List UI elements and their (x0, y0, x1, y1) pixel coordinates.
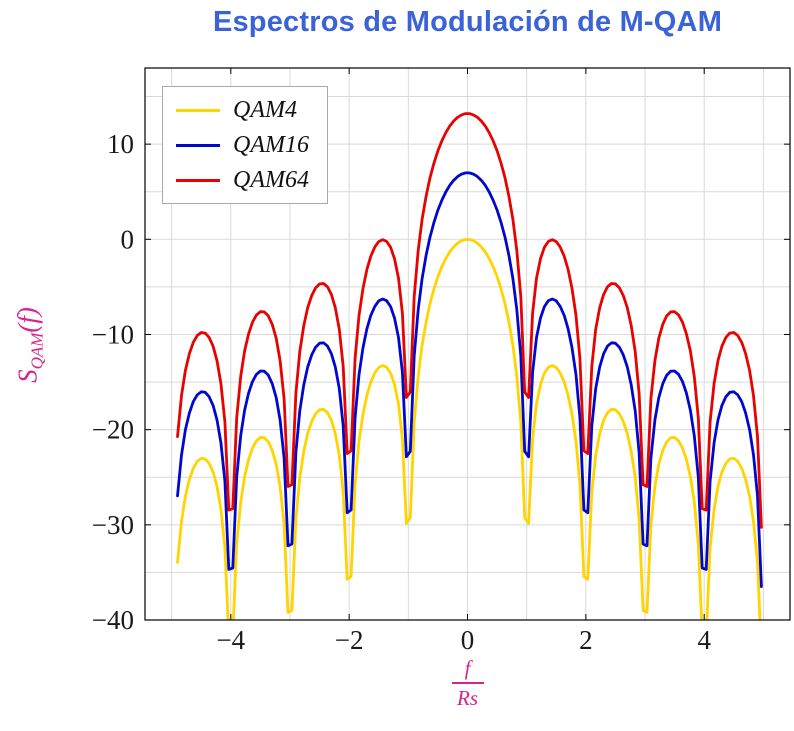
qam4-line-swatch (176, 108, 220, 112)
qam64-line-swatch (176, 178, 220, 182)
legend-box[interactable]: QAM4 QAM16 QAM64 (162, 86, 328, 204)
y-tick-label: −10 (92, 319, 134, 349)
x-tick-label: 2 (579, 625, 593, 655)
chart-title: Espectros de Modulación de M-QAM (212, 6, 723, 38)
x-axis-label: f Rs (145, 656, 790, 710)
spectrum-curves (176, 112, 763, 620)
y-tick-label: −20 (92, 415, 134, 445)
x-axis-label-denominator: Rs (457, 686, 478, 711)
x-tick-label: 4 (697, 625, 711, 655)
curve-qam4 (176, 238, 762, 620)
legend-label-qam4: QAM4 (233, 97, 297, 123)
x-tick-label: −4 (216, 625, 245, 655)
tick-marks (145, 68, 790, 621)
y-tick-label: 10 (107, 129, 134, 159)
x-tick-label: −2 (335, 625, 364, 655)
legend-label-qam16: QAM16 (233, 132, 309, 158)
legend-item-qam16[interactable]: QAM16 (176, 133, 309, 157)
y-tick-label: −30 (92, 510, 134, 540)
y-tick-label: 0 (121, 224, 135, 254)
y-axis-label: SQAM(f) (12, 307, 47, 383)
y-tick-labels: 10 0 −10 −20 −30 −40 (92, 129, 134, 635)
qam16-line-swatch (176, 143, 220, 147)
x-tick-label: 0 (461, 625, 475, 655)
fraction-bar (451, 682, 484, 685)
curve-qam64 (176, 112, 763, 529)
curve-qam16 (176, 171, 763, 588)
x-tick-labels: −4 −2 0 2 4 (216, 625, 711, 655)
legend-label-qam64: QAM64 (233, 167, 309, 193)
x-axis-label-numerator: f (464, 656, 471, 680)
legend-item-qam64[interactable]: QAM64 (176, 168, 309, 192)
y-tick-label: −40 (92, 605, 134, 635)
legend-item-qam4[interactable]: QAM4 (176, 98, 309, 122)
